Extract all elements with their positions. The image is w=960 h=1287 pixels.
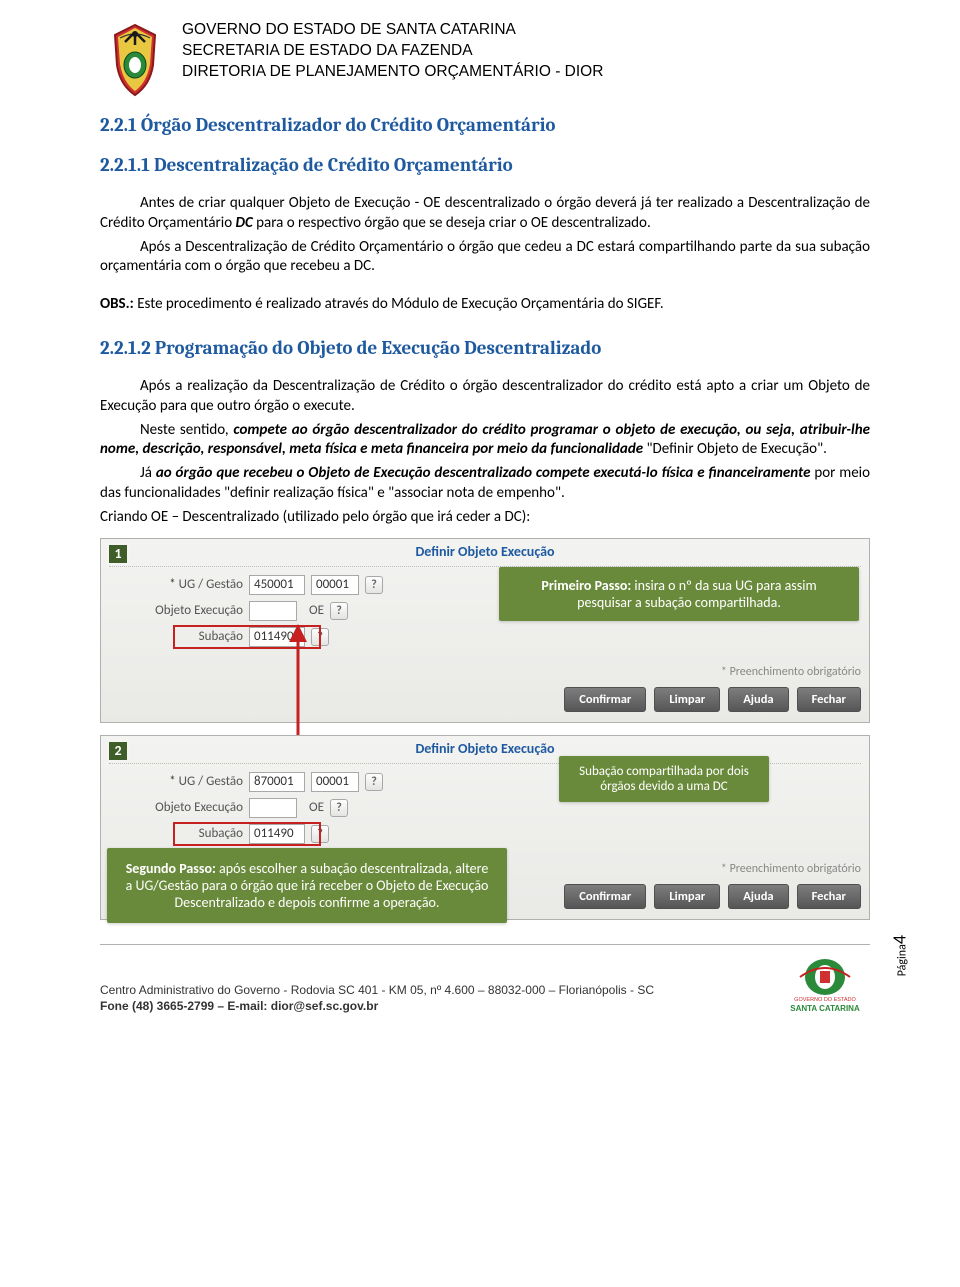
fechar-button[interactable]: Fechar bbox=[797, 884, 861, 909]
field-oe-1[interactable] bbox=[249, 601, 297, 621]
label-oe-short-2: OE bbox=[309, 800, 324, 815]
label-oe-short-1: OE bbox=[309, 603, 324, 618]
panel-title-1: Definir Objeto Execução bbox=[109, 539, 861, 567]
page-footer: Centro Administrativo do Governo - Rodov… bbox=[100, 944, 870, 1015]
paragraph-1: Antes de criar qualquer Objeto de Execuç… bbox=[100, 194, 870, 234]
callout-step-2: Segundo Passo: após escolher a subação d… bbox=[107, 848, 507, 923]
field-gestao-1[interactable]: 00001 bbox=[311, 575, 359, 595]
help-icon[interactable]: ? bbox=[330, 799, 348, 817]
form-screenshots-region: 1 Definir Objeto Execução UG / Gestão 45… bbox=[100, 538, 870, 920]
field-ug-2[interactable]: 870001 bbox=[249, 772, 305, 792]
paragraph-3: Após a realização da Descentralização de… bbox=[100, 377, 870, 417]
obs-paragraph: OBS.: Este procedimento é realizado atra… bbox=[100, 295, 870, 315]
panel-step-2: 2 Definir Objeto Execução UG / Gestão 87… bbox=[100, 735, 870, 920]
state-crest-icon bbox=[100, 20, 170, 100]
callout-step-1: Primeiro Passo: insira o nº da sua UG pa… bbox=[499, 567, 859, 621]
callout1-strong: Primeiro Passo: bbox=[541, 577, 631, 594]
footer-state-logo-icon: GOVERNO DO ESTADO SANTA CATARINA bbox=[780, 951, 870, 1015]
field-ug-1[interactable]: 450001 bbox=[249, 575, 305, 595]
header-line-3: DIRETORIA DE PLANEJAMENTO ORÇAMENTÁRIO -… bbox=[182, 62, 603, 83]
section-heading-221: 2.2.1 Órgão Descentralizador do Crédito … bbox=[100, 114, 870, 136]
callout3-strong: Segundo Passo: bbox=[126, 860, 216, 877]
limpar-button[interactable]: Limpar bbox=[654, 884, 720, 909]
footer-address: Centro Administrativo do Governo - Rodov… bbox=[100, 982, 654, 998]
para5-b: ao órgão que recebeu o Objeto de Execuçã… bbox=[156, 464, 811, 482]
highlight-box-subacao-2 bbox=[173, 822, 321, 846]
help-icon[interactable]: ? bbox=[365, 773, 383, 791]
para1-b: DC bbox=[236, 214, 253, 232]
help-icon[interactable]: ? bbox=[330, 602, 348, 620]
field-gestao-2[interactable]: 00001 bbox=[311, 772, 359, 792]
ajuda-button[interactable]: Ajuda bbox=[728, 884, 788, 909]
fechar-button[interactable]: Fechar bbox=[797, 687, 861, 712]
section-heading-2212: 2.2.1.2 Programação do Objeto de Execuçã… bbox=[100, 337, 870, 359]
page-num-value: 4 bbox=[888, 935, 910, 944]
callout-shared-subacao: Subação compartilhada por dois órgãos de… bbox=[559, 756, 769, 802]
confirmar-button[interactable]: Confirmar bbox=[564, 884, 646, 909]
limpar-button[interactable]: Limpar bbox=[654, 687, 720, 712]
callout2-text: Subação compartilhada por dois órgãos de… bbox=[579, 764, 749, 794]
svg-text:GOVERNO DO ESTADO: GOVERNO DO ESTADO bbox=[794, 997, 856, 1003]
help-icon[interactable]: ? bbox=[365, 576, 383, 594]
para4-a: Neste sentido, bbox=[140, 421, 233, 439]
label-oe-1: Objeto Execução bbox=[113, 603, 243, 618]
footer-contact: Fone (48) 3665-2799 – E-mail: dior@sef.s… bbox=[100, 998, 654, 1014]
ajuda-button[interactable]: Ajuda bbox=[728, 687, 788, 712]
section-heading-2211: 2.2.1.1 Descentralização de Crédito Orça… bbox=[100, 154, 870, 176]
obs-text: Este procedimento é realizado através do… bbox=[134, 295, 664, 313]
para4-c: "Definir Objeto de Execução". bbox=[643, 440, 827, 458]
label-oe-2: Objeto Execução bbox=[113, 800, 243, 815]
page-label: Página bbox=[895, 944, 909, 976]
required-note-1: * Preenchimento obrigatório bbox=[101, 661, 869, 687]
label-ug-1: UG / Gestão bbox=[113, 577, 243, 592]
para1-c: para o respectivo órgão que se deseja cr… bbox=[253, 214, 651, 232]
obs-label: OBS.: bbox=[100, 295, 134, 313]
header-line-2: SECRETARIA DE ESTADO DA FAZENDA bbox=[182, 41, 603, 62]
paragraph-2: Após a Descentralização de Crédito Orçam… bbox=[100, 238, 870, 278]
page-number: Página4 bbox=[888, 935, 910, 976]
paragraph-6: Criando OE – Descentralizado (utilizado … bbox=[100, 508, 870, 528]
svg-text:SANTA CATARINA: SANTA CATARINA bbox=[790, 1004, 860, 1013]
step-badge-1: 1 bbox=[107, 543, 129, 565]
paragraph-4: Neste sentido, compete ao órgão descentr… bbox=[100, 421, 870, 461]
label-ug-2: UG / Gestão bbox=[113, 774, 243, 789]
para5-a: Já bbox=[140, 464, 156, 482]
header-line-1: GOVERNO DO ESTADO DE SANTA CATARINA bbox=[182, 20, 603, 41]
confirmar-button[interactable]: Confirmar bbox=[564, 687, 646, 712]
page-header: GOVERNO DO ESTADO DE SANTA CATARINA SECR… bbox=[100, 20, 870, 100]
paragraph-5: Já ao órgão que recebeu o Objeto de Exec… bbox=[100, 464, 870, 504]
field-oe-2[interactable] bbox=[249, 798, 297, 818]
panel-step-1: 1 Definir Objeto Execução UG / Gestão 45… bbox=[100, 538, 870, 723]
step-badge-2: 2 bbox=[107, 740, 129, 762]
